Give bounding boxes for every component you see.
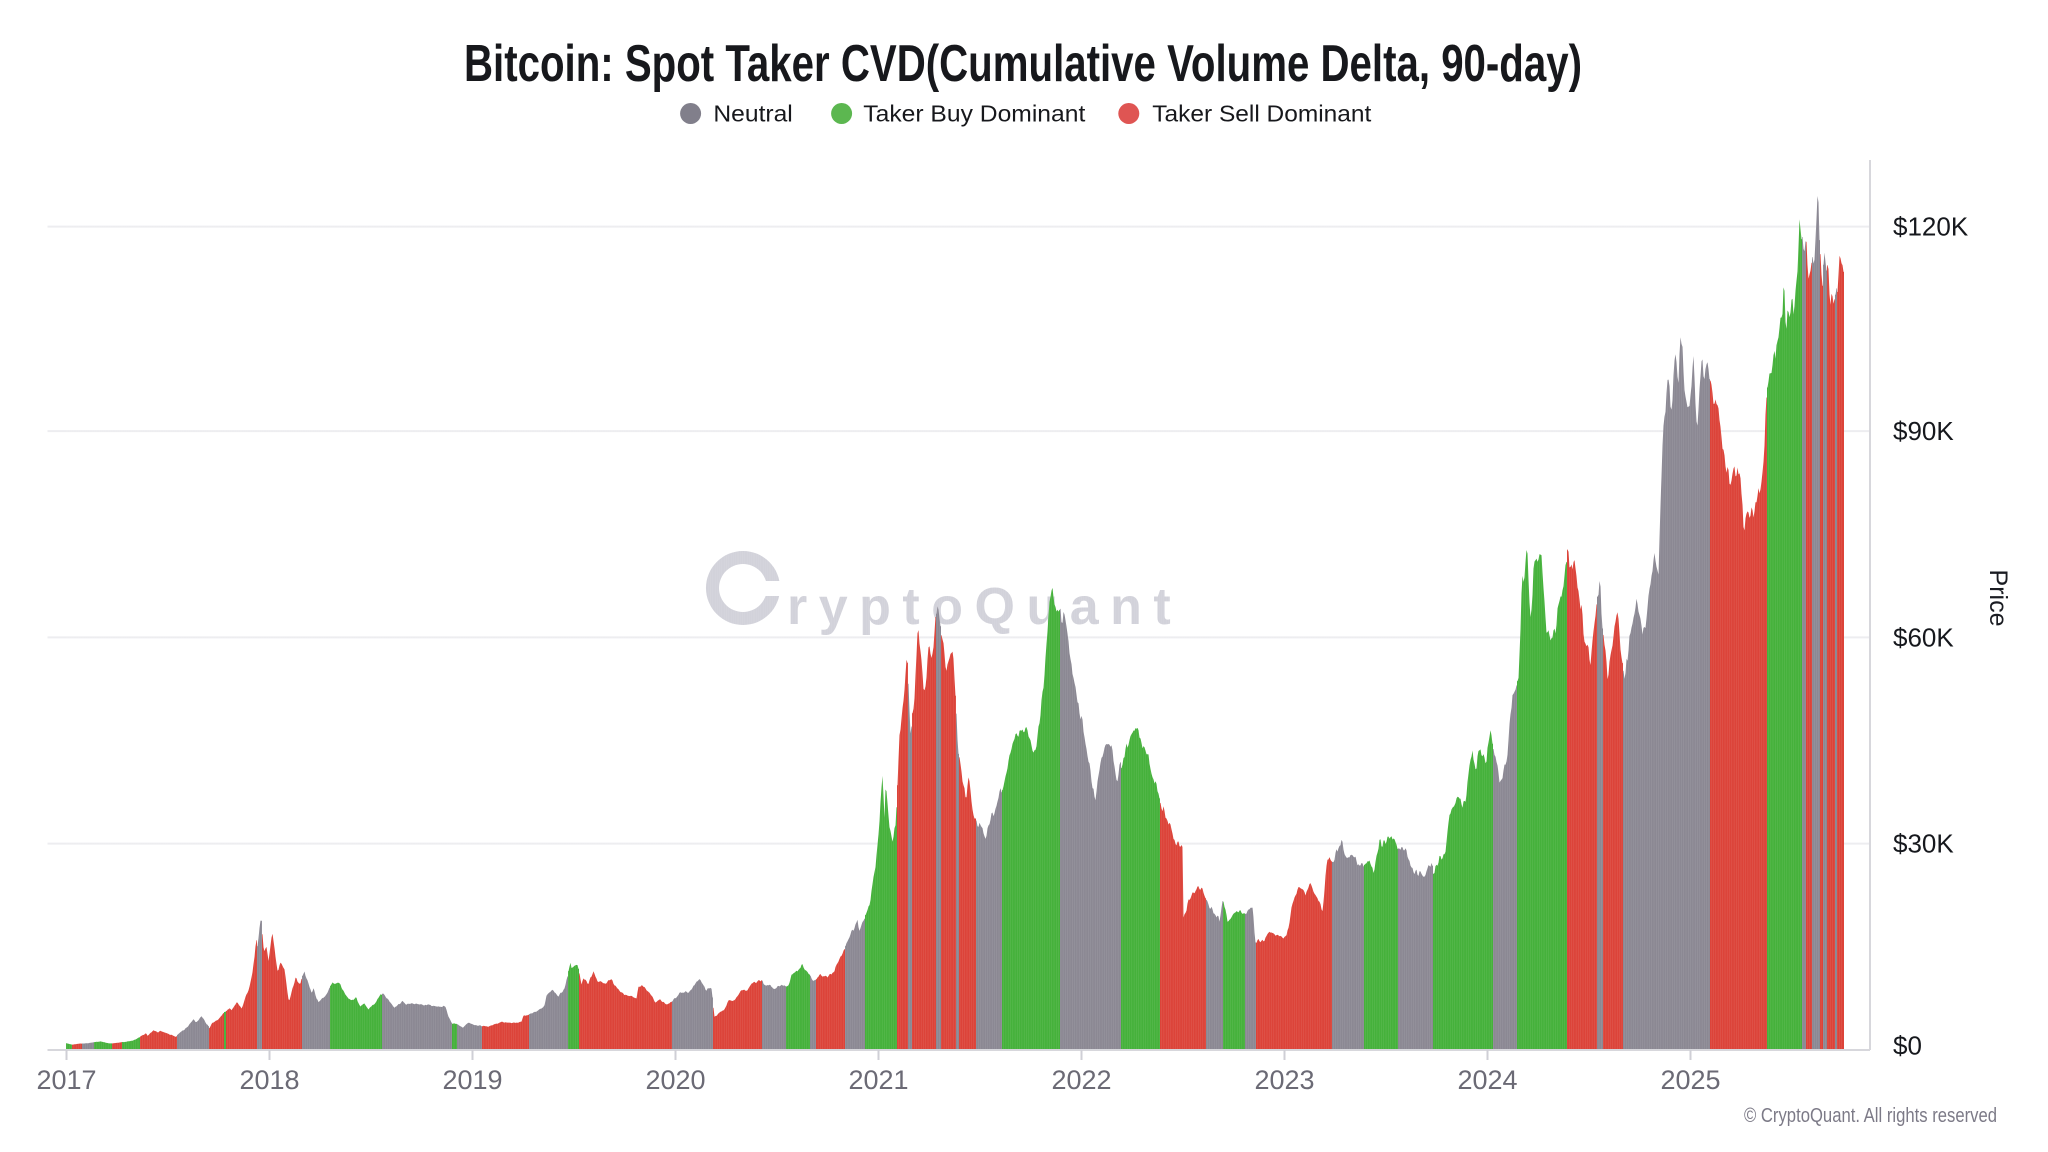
svg-text:Neutral: Neutral <box>713 101 792 127</box>
svg-text:© CryptoQuant. All rights rese: © CryptoQuant. All rights reserved <box>1744 1105 1997 1127</box>
svg-text:2022: 2022 <box>1051 1065 1111 1095</box>
svg-text:Bitcoin: Spot Taker CVD(Cumula: Bitcoin: Spot Taker CVD(Cumulative Volum… <box>464 35 1582 93</box>
svg-text:$60K: $60K <box>1893 622 1954 652</box>
svg-text:2021: 2021 <box>848 1065 908 1095</box>
svg-text:2023: 2023 <box>1254 1065 1314 1095</box>
svg-text:2017: 2017 <box>36 1065 96 1095</box>
svg-text:$30K: $30K <box>1893 829 1954 859</box>
svg-text:$90K: $90K <box>1893 416 1954 446</box>
svg-text:Taker Buy Dominant: Taker Buy Dominant <box>863 101 1086 127</box>
svg-text:2020: 2020 <box>645 1065 705 1095</box>
svg-text:Taker Sell Dominant: Taker Sell Dominant <box>1152 101 1372 127</box>
svg-text:ryptoQuant: ryptoQuant <box>787 578 1182 636</box>
svg-text:$0: $0 <box>1893 1031 1922 1061</box>
svg-text:2018: 2018 <box>239 1065 299 1095</box>
svg-text:2024: 2024 <box>1457 1065 1517 1095</box>
svg-text:2025: 2025 <box>1660 1065 1720 1095</box>
svg-text:Price: Price <box>1984 570 2012 627</box>
svg-text:$120K: $120K <box>1893 212 1969 242</box>
svg-text:2019: 2019 <box>442 1065 502 1095</box>
